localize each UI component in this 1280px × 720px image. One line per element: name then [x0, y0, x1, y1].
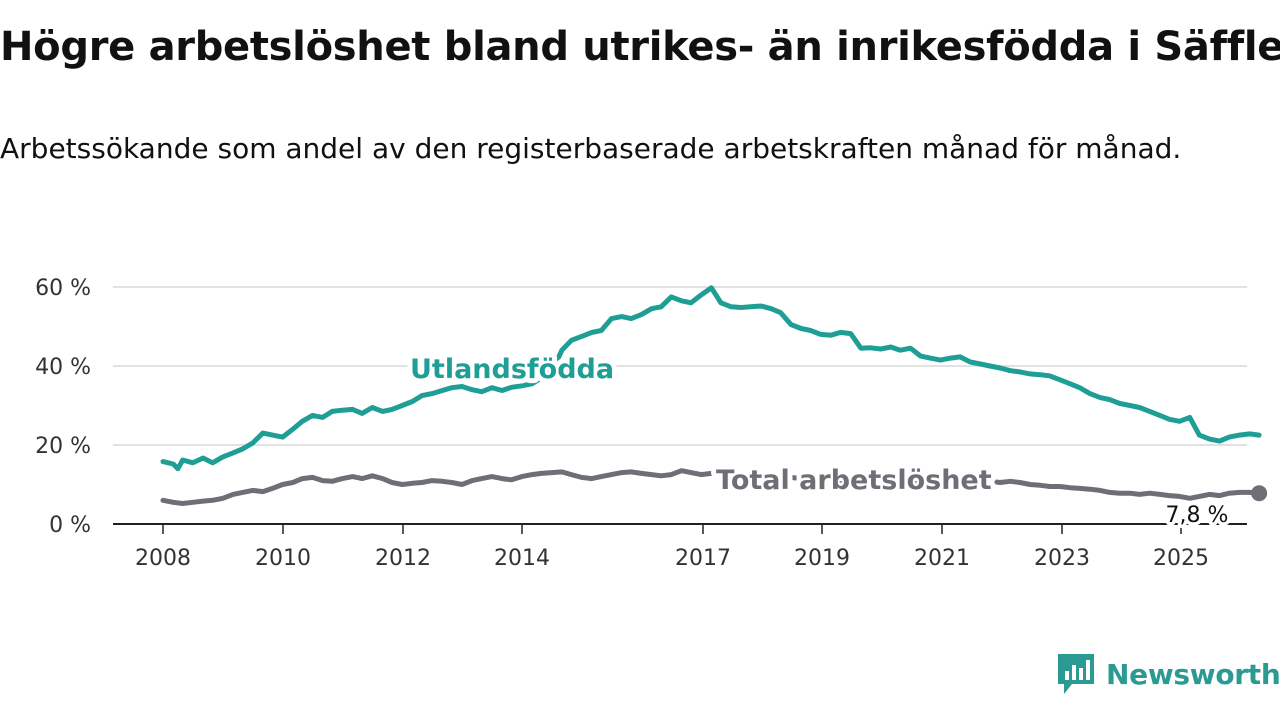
y-tick-label: 60 %: [35, 276, 91, 301]
series-label-utlandsfodda: Utlandsfödda: [410, 354, 614, 385]
x-tick-label: 2023: [1034, 546, 1090, 571]
chart-title: Högre arbetslöshet bland utrikes- än inr…: [0, 24, 1280, 70]
newsworthy-brand: Newsworthy: [1058, 654, 1280, 694]
end-value-label: 7,8 %: [1166, 503, 1229, 528]
total-end-point: [1251, 485, 1268, 502]
brand-name: Newsworthy: [1106, 657, 1280, 691]
x-tick-label: 2017: [675, 546, 731, 571]
gridlines: [113, 286, 1247, 525]
y-axis-tick-labels: 0 % 20 % 40 % 60 %: [35, 276, 91, 538]
series-label-utlandsfodda-halo: Utlandsfödda: [410, 354, 614, 385]
y-tick-label: 40 %: [35, 355, 91, 380]
series-line-total: [160, 468, 1262, 506]
x-axis-tick-labels: 2008 2010 2012 2014 2017 2019 2021 2023 2025: [135, 524, 1209, 571]
chart-subtitle: Arbetssökande som andel av den registerb…: [0, 132, 1182, 165]
x-tick-label: 2021: [914, 546, 970, 571]
y-tick-label: 0 %: [49, 513, 91, 538]
x-tick-label: 2014: [494, 546, 550, 571]
newsworthy-logo-icon: [1058, 654, 1094, 694]
x-tick-label: 2010: [255, 546, 311, 571]
series-line-utlandsfodda: [160, 285, 1262, 472]
end-value-label-halo: 7,8 %: [1166, 503, 1229, 528]
y-tick-label: 20 %: [35, 434, 91, 459]
series-lines: [160, 285, 1262, 506]
x-tick-label: 2025: [1153, 546, 1209, 571]
x-tick-label: 2008: [135, 546, 191, 571]
x-tick-label: 2012: [375, 546, 431, 571]
series-label-total: Total arbetslöshet: [716, 465, 992, 496]
x-tick-label: 2019: [794, 546, 850, 571]
series-label-total-halo: Total arbetslöshet: [716, 465, 992, 496]
